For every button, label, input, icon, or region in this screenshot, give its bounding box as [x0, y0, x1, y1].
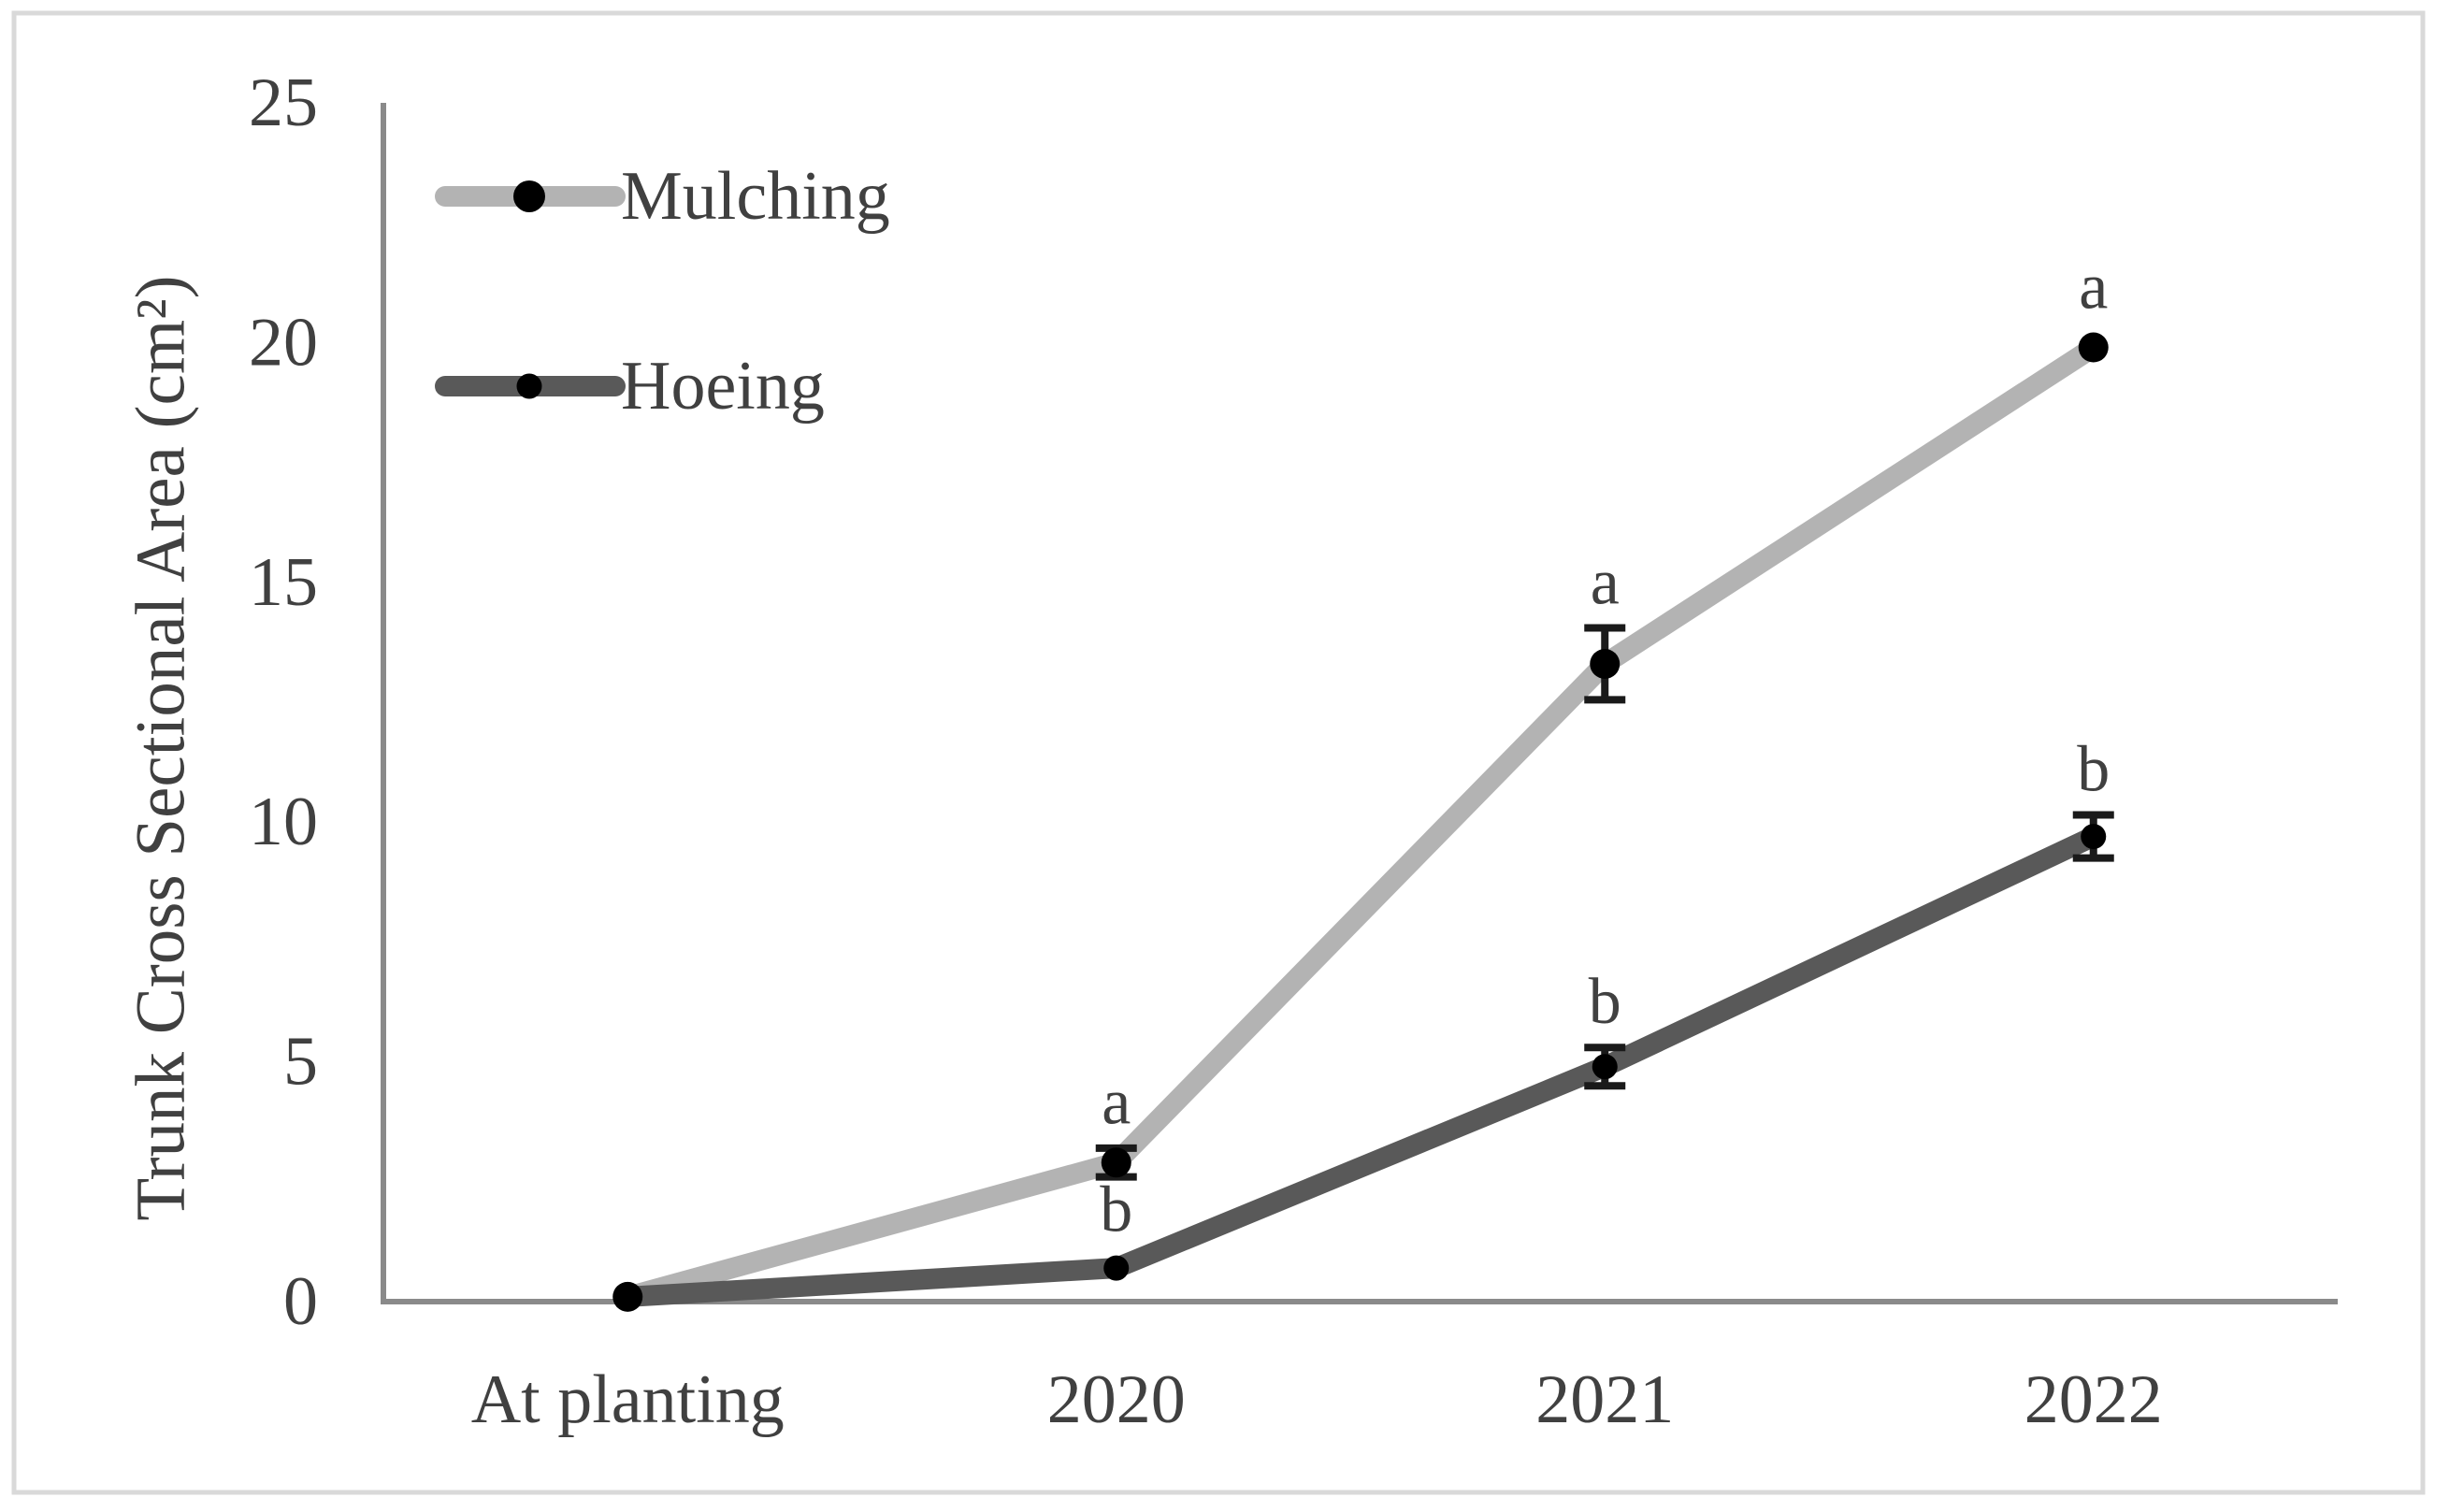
- data-point-hoeing: [2081, 824, 2107, 850]
- significance-letter: b: [1589, 966, 1621, 1038]
- x-tick-label: At planting: [471, 1361, 785, 1438]
- x-tick-label: 2022: [2024, 1361, 2163, 1438]
- legend-label-mulching: Mulching: [621, 158, 890, 235]
- x-tick-label: 2020: [1047, 1361, 1186, 1438]
- y-tick-label: 10: [249, 784, 318, 860]
- significance-letter: a: [1102, 1066, 1131, 1138]
- legend-label-hoeing: Hoeing: [621, 348, 825, 425]
- significance-letter: a: [1591, 547, 1620, 619]
- series-line-hoeing: [617, 826, 2104, 1307]
- y-tick-label: 20: [249, 304, 318, 381]
- figure-border: [11, 10, 2426, 1495]
- series-line-mulching: [617, 337, 2104, 1307]
- x-tick-label: 2021: [1535, 1361, 1674, 1438]
- data-point-hoeing: [614, 1284, 641, 1310]
- significance-letter: a: [2079, 252, 2108, 324]
- significance-letter: b: [2077, 734, 2110, 806]
- y-tick-label: 15: [249, 544, 318, 621]
- data-point-mulching: [1590, 648, 1621, 679]
- data-point-hoeing: [1592, 1054, 1618, 1080]
- y-tick-label: 25: [249, 65, 318, 141]
- legend-marker-mulching: [513, 180, 545, 212]
- data-point-mulching: [1101, 1147, 1131, 1178]
- data-point-mulching: [2078, 332, 2109, 363]
- data-point-hoeing: [1103, 1255, 1130, 1281]
- y-tick-label: 0: [283, 1263, 318, 1340]
- legend-marker-hoeing: [516, 373, 542, 399]
- significance-letter: b: [1100, 1174, 1132, 1246]
- y-axis-title: Trunk Cross Sectional Area (cm²): [122, 275, 200, 1220]
- y-tick-label: 5: [283, 1024, 318, 1101]
